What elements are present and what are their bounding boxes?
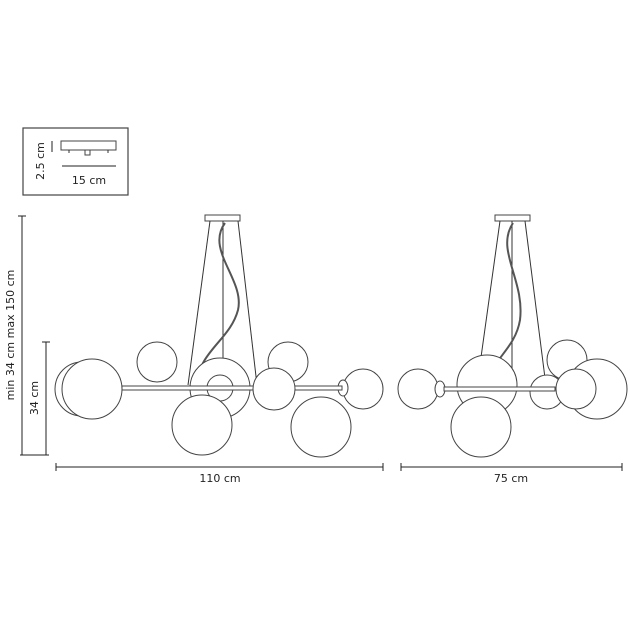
height-dimensions: min 34 cm max 150 cm 34 cm bbox=[4, 215, 50, 456]
canopy-width-label: 15 cm bbox=[72, 174, 106, 187]
side-width-label: 75 cm bbox=[494, 472, 528, 485]
front-view-chandelier: 110 cm bbox=[54, 214, 384, 485]
canopy-height-label: 2.5 cm bbox=[34, 142, 47, 180]
body-height-label: 34 cm bbox=[28, 381, 41, 415]
front-width-label: 110 cm bbox=[199, 472, 240, 485]
side-view-chandelier: 75 cm bbox=[397, 214, 628, 485]
total-height-label: min 34 cm max 150 cm bbox=[4, 270, 17, 401]
canopy-detail-box: 2.5 cm 15 cm bbox=[22, 127, 129, 196]
